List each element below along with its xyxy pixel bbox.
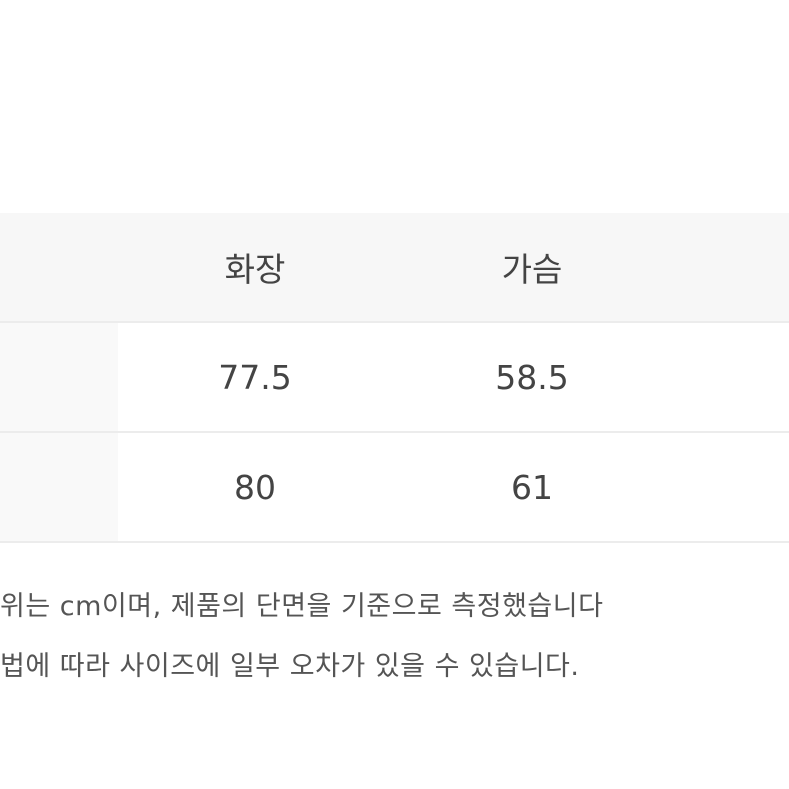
table-header-row: 화장 가슴 총: [0, 213, 789, 323]
row-label-cell: [0, 433, 118, 541]
table-row: 77.5 58.5 6: [0, 323, 789, 433]
table-cell: [710, 433, 789, 541]
table-cell: 80: [234, 467, 276, 507]
table-cell: 58.5: [495, 357, 569, 397]
header-shoulder-sleeve: 화장: [224, 250, 286, 289]
measurement-note: 위는 cm이며, 제품의 단면을 기준으로 측정했습니다: [0, 591, 604, 622]
table-cell: 77.5: [218, 357, 292, 397]
header-length: 총: [710, 213, 789, 321]
header-chest: 가슴: [501, 250, 563, 289]
tolerance-note: 법에 따라 사이즈에 일부 오차가 있을 수 있습니다.: [0, 651, 580, 682]
table-cell: 6: [710, 323, 789, 431]
row-label-cell: [0, 323, 118, 431]
table-row: 80 61: [0, 433, 789, 543]
size-table: 화장 가슴 총 77.5 58.5 6 80 61: [0, 213, 789, 543]
table-cell: 61: [511, 467, 553, 507]
